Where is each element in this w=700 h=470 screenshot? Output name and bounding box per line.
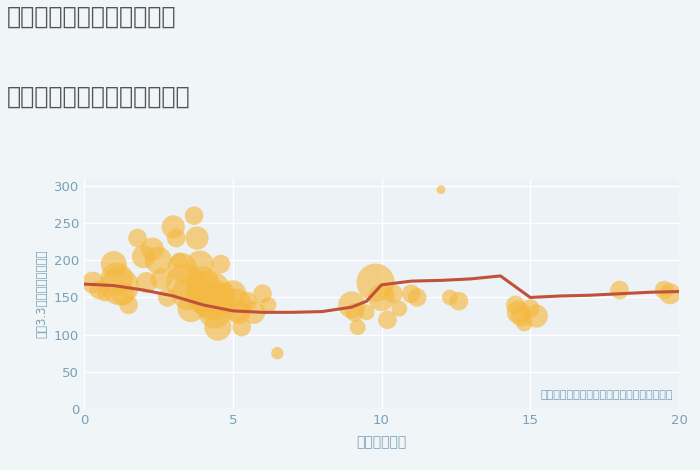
Point	[117, 290, 128, 298]
Point	[370, 279, 381, 286]
Point	[248, 309, 259, 316]
Point	[216, 260, 227, 268]
Point	[212, 323, 223, 331]
Point	[147, 245, 158, 253]
Point	[195, 260, 206, 268]
Point	[179, 279, 190, 286]
Point	[99, 290, 111, 298]
Point	[183, 290, 194, 298]
Point	[93, 286, 104, 294]
Point	[444, 294, 456, 301]
Point	[388, 290, 399, 298]
Point	[200, 290, 211, 298]
Point	[393, 305, 405, 313]
Text: 円の大きさは、取引のあった物件面積を示す: 円の大きさは、取引のあった物件面積を示す	[540, 390, 673, 400]
Point	[412, 294, 423, 301]
Point	[209, 309, 220, 316]
Point	[664, 290, 676, 298]
Point	[168, 223, 179, 231]
Point	[227, 290, 238, 298]
Point	[614, 286, 625, 294]
Point	[153, 257, 164, 264]
Point	[382, 316, 393, 323]
Point	[123, 301, 134, 309]
X-axis label: 駅距離（分）: 駅距離（分）	[356, 435, 407, 449]
Point	[138, 253, 149, 260]
Point	[263, 301, 274, 309]
Point	[132, 234, 144, 242]
Point	[233, 309, 244, 316]
Text: 駅距離別中古マンション価格: 駅距離別中古マンション価格	[7, 85, 190, 109]
Point	[108, 260, 119, 268]
Point	[361, 309, 372, 316]
Point	[272, 349, 283, 357]
Point	[516, 312, 527, 320]
Point	[176, 264, 188, 272]
Point	[406, 290, 417, 298]
Point	[197, 279, 209, 286]
Point	[221, 301, 232, 309]
Point	[188, 212, 199, 219]
Point	[525, 305, 536, 313]
Point	[162, 294, 173, 301]
Point	[435, 186, 447, 194]
Point	[141, 279, 152, 286]
Point	[174, 257, 185, 264]
Point	[242, 298, 253, 305]
Point	[111, 275, 122, 282]
Point	[156, 275, 167, 282]
Point	[192, 234, 203, 242]
Point	[203, 290, 214, 298]
Point	[519, 320, 530, 327]
Point	[186, 305, 197, 313]
Point	[88, 279, 99, 286]
Y-axis label: 坪（3.3㎡）単価（万円）: 坪（3.3㎡）単価（万円）	[35, 250, 48, 338]
Point	[206, 298, 218, 305]
Point	[510, 301, 521, 309]
Point	[531, 312, 542, 320]
Point	[659, 286, 670, 294]
Point	[376, 294, 387, 301]
Point	[349, 309, 360, 316]
Point	[454, 298, 465, 305]
Point	[352, 323, 363, 331]
Point	[230, 301, 241, 309]
Text: 東京都見沼代親水公園駅の: 東京都見沼代親水公園駅の	[7, 5, 176, 29]
Point	[512, 309, 524, 316]
Point	[346, 301, 357, 309]
Point	[114, 282, 125, 290]
Point	[257, 290, 268, 298]
Point	[171, 234, 182, 242]
Point	[218, 290, 230, 298]
Point	[236, 323, 247, 331]
